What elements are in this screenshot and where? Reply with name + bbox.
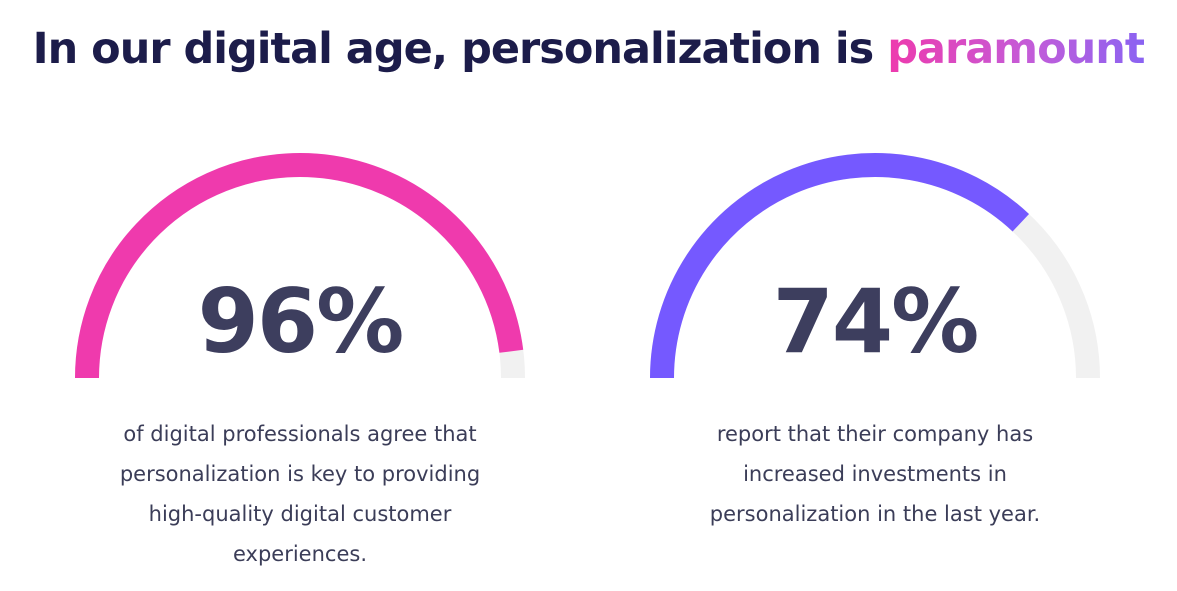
caption-line: of digital professionals agree that [123,422,477,446]
caption-line: experiences. [232,542,367,566]
gauge-74-caption: report that their company has increased … [650,414,1100,534]
caption-line: personalization in the last year. [709,502,1041,526]
title-accent-word: paramount [887,24,1145,74]
gauge-96-caption: of digital professionals agree that pers… [75,414,525,574]
caption-line: personalization is key to providing [119,462,481,486]
caption-line: report that their company has [716,422,1034,446]
page-title: In our digital age, personalization is p… [0,24,1177,74]
gauge-96: 96% [75,150,525,390]
caption-line: high-quality digital customer [148,502,452,526]
gauge-74-fill [650,153,1030,379]
caption-line: increased investments in [743,462,1007,486]
gauge-96-svg [75,153,525,379]
gauge-96-value: 96% [197,270,405,373]
gauge-74: 74% [650,150,1100,390]
gauge-74-svg [650,153,1100,379]
gauge-96-fill [75,153,524,379]
gauge-74-value: 74% [772,270,980,373]
title-prefix: In our digital age, personalization is [32,24,888,74]
